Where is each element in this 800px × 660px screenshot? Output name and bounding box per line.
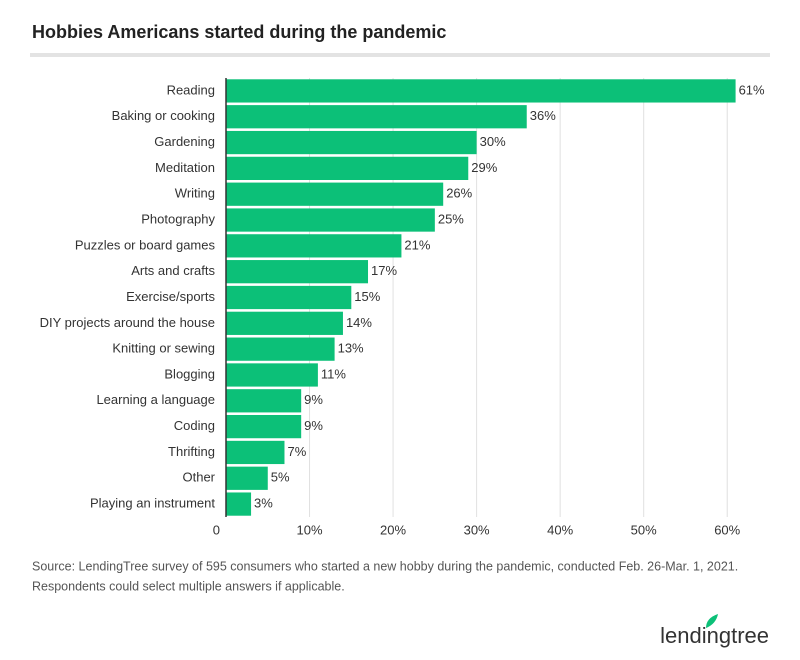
y-tick-label: Learning a language — [96, 392, 215, 407]
value-label: 36% — [530, 108, 556, 123]
chart-title: Hobbies Americans started during the pan… — [32, 22, 446, 42]
bar — [226, 311, 343, 335]
value-label: 29% — [471, 160, 497, 175]
value-label: 3% — [254, 496, 273, 511]
logo: lendingtree — [660, 623, 769, 648]
x-tick-label: 40% — [547, 522, 573, 537]
title-rule — [30, 53, 770, 57]
bar — [226, 130, 477, 155]
y-tick-label: Blogging — [164, 366, 215, 381]
value-label: 7% — [287, 444, 306, 459]
y-tick-label: Arts and crafts — [131, 263, 215, 278]
y-tick-label: Coding — [174, 418, 215, 433]
bar — [226, 363, 318, 387]
bar — [226, 105, 527, 129]
source-note: Respondents could select multiple answer… — [32, 579, 345, 593]
bar — [226, 208, 435, 232]
bar — [226, 182, 444, 206]
bar — [226, 156, 469, 181]
value-label: 25% — [438, 211, 464, 226]
bar — [226, 440, 285, 465]
bar — [226, 285, 352, 310]
value-label: 13% — [338, 341, 364, 356]
x-tick-label: 20% — [380, 522, 406, 537]
y-tick-label: Thrifting — [168, 444, 215, 459]
value-label: 5% — [271, 470, 290, 485]
source-note: Source: LendingTree survey of 595 consum… — [32, 559, 738, 573]
y-tick-label: Knitting or sewing — [112, 341, 215, 356]
bar — [226, 337, 335, 361]
value-label: 11% — [321, 366, 346, 381]
value-label: 9% — [304, 418, 323, 433]
x-tick-label: 50% — [631, 522, 657, 537]
x-tick-label: 60% — [714, 522, 740, 537]
y-tick-label: Playing an instrument — [90, 496, 215, 511]
y-tick-label: DIY projects around the house — [40, 315, 215, 330]
bar — [226, 79, 736, 103]
value-label: 9% — [304, 392, 323, 407]
x-tick-label: 30% — [464, 522, 490, 537]
bar — [226, 389, 302, 413]
bar — [226, 492, 252, 516]
bar — [226, 260, 369, 284]
y-tick-label: Baking or cooking — [112, 108, 215, 123]
value-label: 14% — [346, 315, 372, 330]
value-label: 21% — [404, 237, 430, 252]
y-tick-label: Meditation — [155, 160, 215, 175]
bar — [226, 414, 302, 439]
value-label: 61% — [739, 82, 765, 97]
value-label: 26% — [446, 186, 472, 201]
value-label: 30% — [480, 134, 506, 149]
y-tick-label: Gardening — [154, 134, 215, 149]
y-tick-label: Puzzles or board games — [75, 237, 216, 252]
y-tick-label: Writing — [175, 186, 215, 201]
value-label: 17% — [371, 263, 397, 278]
x-tick-label: 0 — [213, 522, 220, 537]
x-tick-label: 10% — [297, 522, 323, 537]
y-tick-label: Reading — [167, 82, 215, 97]
value-label: 15% — [354, 289, 380, 304]
y-tick-label: Other — [182, 470, 215, 485]
bar — [226, 466, 268, 490]
logo-icon — [706, 614, 718, 628]
y-tick-label: Exercise/sports — [126, 289, 215, 304]
y-tick-label: Photography — [141, 211, 215, 226]
bar — [226, 234, 402, 258]
